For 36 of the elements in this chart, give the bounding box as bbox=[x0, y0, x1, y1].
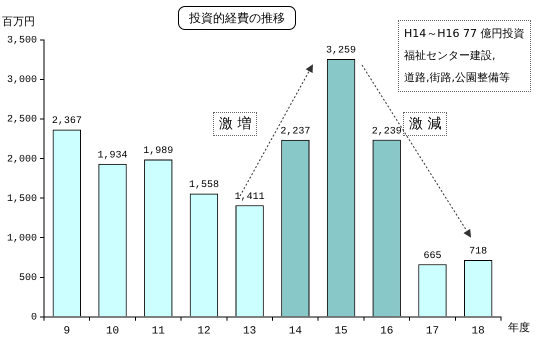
y-tick-label: 1,500 bbox=[6, 194, 38, 205]
x-axis-title: 年度 bbox=[508, 320, 530, 335]
data-label: 1,989 bbox=[143, 146, 174, 158]
data-label: 1,934 bbox=[98, 150, 128, 162]
x-tick-label: 10 bbox=[106, 325, 120, 338]
data-label: 1,558 bbox=[188, 180, 219, 192]
chart-title: 投資的経費の推移 bbox=[178, 6, 296, 30]
y-axis-title: 百万円 bbox=[2, 14, 35, 29]
annotation: 激 増 bbox=[213, 112, 258, 136]
y-tick-label: 500 bbox=[18, 272, 38, 284]
data-label: 3,259 bbox=[326, 46, 356, 57]
y-tick-label: 3,500 bbox=[6, 36, 38, 47]
x-tick-label: 15 bbox=[334, 325, 348, 338]
y-tick-label: 1,000 bbox=[6, 233, 38, 244]
data-label: 2,367 bbox=[52, 116, 82, 128]
data-label: 665 bbox=[423, 250, 442, 262]
data-label: 1,411 bbox=[234, 192, 265, 203]
y-tick-label: 2,000 bbox=[6, 154, 38, 166]
x-tick-label: 12 bbox=[197, 325, 211, 338]
annotation: 激 減 bbox=[403, 112, 448, 136]
y-tick-label: 3,000 bbox=[6, 75, 38, 86]
annotation: 道路,街路,公園整備等 bbox=[404, 70, 511, 86]
annotation: 福祉センター建設, bbox=[404, 48, 496, 64]
data-label: 2,237 bbox=[280, 126, 310, 138]
x-tick-label: 13 bbox=[243, 325, 256, 338]
data-label: 718 bbox=[469, 246, 488, 258]
annotation: H14～H16 77 億円投資 bbox=[404, 26, 525, 42]
x-tick-label: 16 bbox=[380, 325, 394, 338]
x-tick-label: 17 bbox=[426, 325, 440, 338]
data-label: 2,239 bbox=[372, 126, 402, 138]
x-tick-label: 18 bbox=[472, 325, 485, 338]
y-tick-label: 0 bbox=[30, 312, 38, 324]
x-tick-label: 14 bbox=[288, 325, 302, 338]
x-tick-label: 11 bbox=[152, 325, 166, 338]
y-tick-label: 2,500 bbox=[6, 114, 38, 126]
x-tick-label: 9 bbox=[64, 325, 70, 338]
